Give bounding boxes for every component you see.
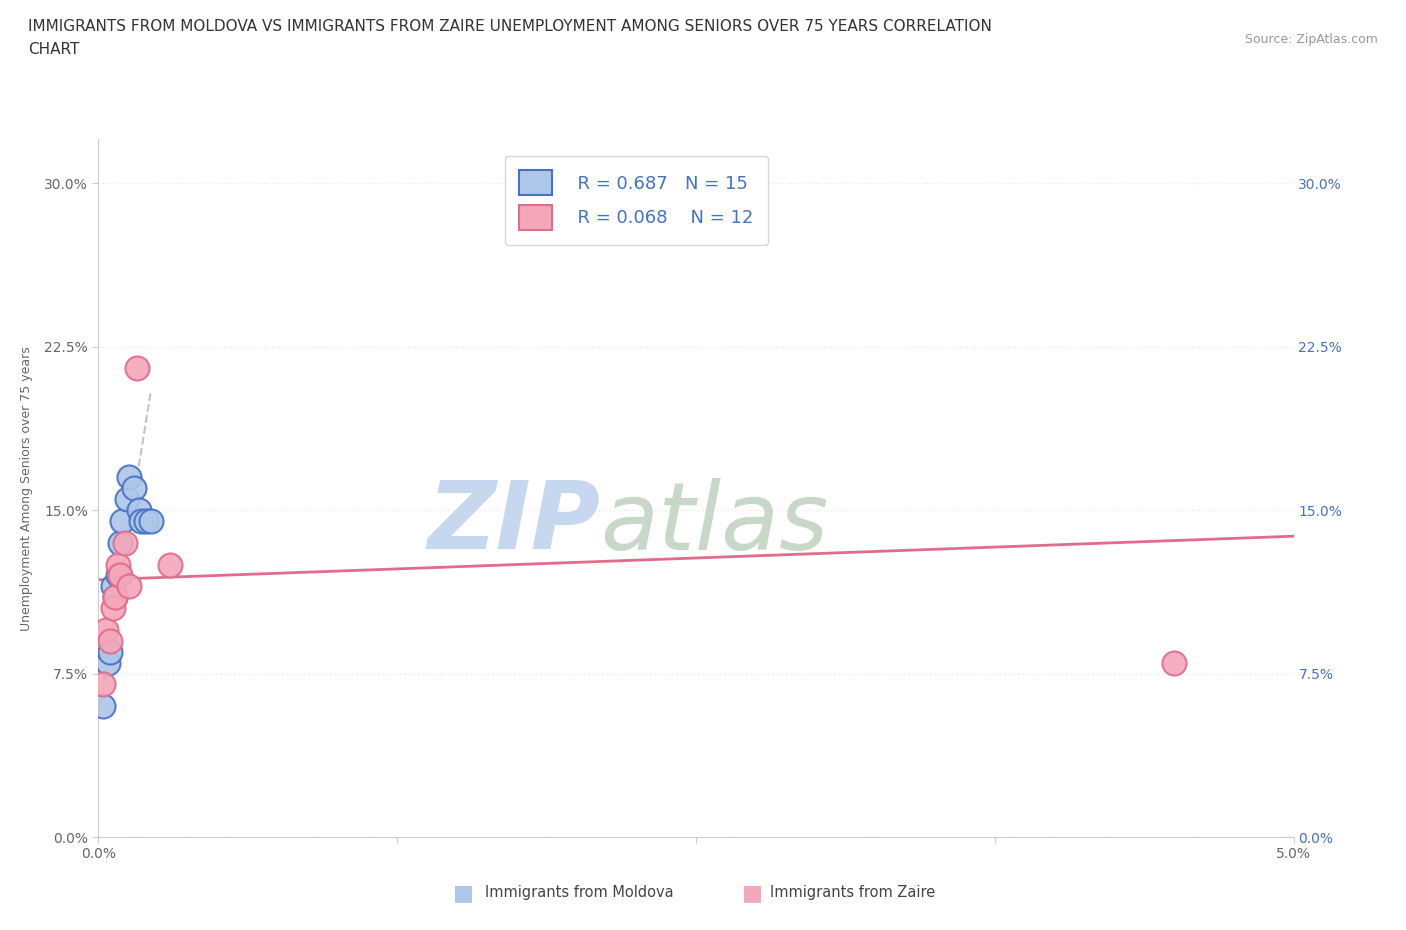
Text: atlas: atlas bbox=[600, 478, 828, 568]
Point bbox=[111, 513, 134, 528]
Point bbox=[128, 502, 150, 517]
Point bbox=[94, 622, 117, 637]
Point bbox=[135, 513, 157, 528]
Point bbox=[100, 633, 122, 648]
Point bbox=[118, 578, 141, 593]
Point bbox=[1163, 656, 1185, 671]
Point bbox=[114, 536, 136, 551]
Point bbox=[125, 361, 148, 376]
Point bbox=[108, 568, 131, 583]
Point bbox=[104, 590, 127, 604]
Point bbox=[104, 590, 127, 604]
Text: IMMIGRANTS FROM MOLDOVA VS IMMIGRANTS FROM ZAIRE UNEMPLOYMENT AMONG SENIORS OVER: IMMIGRANTS FROM MOLDOVA VS IMMIGRANTS FR… bbox=[28, 19, 993, 33]
Point bbox=[91, 677, 114, 692]
Point bbox=[101, 601, 124, 616]
Point bbox=[91, 698, 114, 713]
Point bbox=[159, 557, 181, 572]
Point bbox=[107, 557, 129, 572]
Point bbox=[97, 656, 120, 671]
Point bbox=[124, 481, 146, 496]
Text: CHART: CHART bbox=[28, 42, 80, 57]
Text: Immigrants from Moldova: Immigrants from Moldova bbox=[485, 885, 673, 900]
Text: ■: ■ bbox=[454, 883, 474, 903]
Point bbox=[131, 513, 153, 528]
Y-axis label: Unemployment Among Seniors over 75 years: Unemployment Among Seniors over 75 years bbox=[20, 346, 32, 631]
Text: Immigrants from Zaire: Immigrants from Zaire bbox=[770, 885, 936, 900]
Text: ZIP: ZIP bbox=[427, 477, 600, 569]
Text: Source: ZipAtlas.com: Source: ZipAtlas.com bbox=[1244, 33, 1378, 46]
Point bbox=[139, 513, 162, 528]
Point bbox=[115, 492, 138, 507]
Point bbox=[107, 568, 129, 583]
Point bbox=[100, 644, 122, 659]
Text: ■: ■ bbox=[742, 883, 762, 903]
Legend:   R = 0.687   N = 15,   R = 0.068    N = 12: R = 0.687 N = 15, R = 0.068 N = 12 bbox=[505, 155, 768, 245]
Point bbox=[101, 578, 124, 593]
Point bbox=[118, 470, 141, 485]
Point bbox=[108, 536, 131, 551]
